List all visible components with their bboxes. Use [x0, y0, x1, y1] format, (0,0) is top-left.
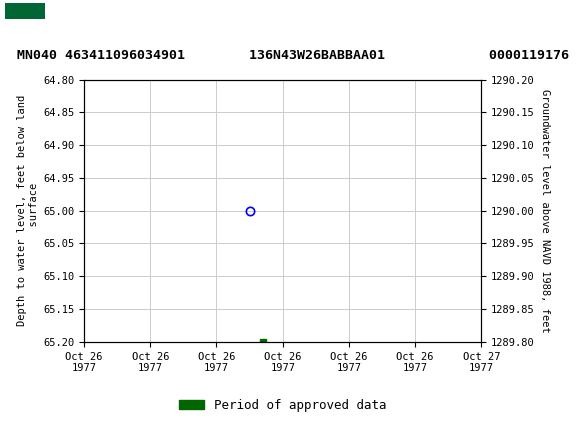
Bar	[5, 19, 45, 35]
Legend: Period of approved data: Period of approved data	[174, 394, 392, 417]
Bar	[5, 3, 45, 35]
Y-axis label: Depth to water level, feet below land
  surface: Depth to water level, feet below land su…	[17, 95, 39, 326]
Text: MN040 463411096034901        136N43W26BABBAA01             0000119176: MN040 463411096034901 136N43W26BABBAA01 …	[17, 49, 570, 62]
Bar	[5, 3, 45, 35]
Text: USGS: USGS	[55, 9, 115, 28]
Y-axis label: Groundwater level above NAVD 1988, feet: Groundwater level above NAVD 1988, feet	[541, 89, 550, 332]
